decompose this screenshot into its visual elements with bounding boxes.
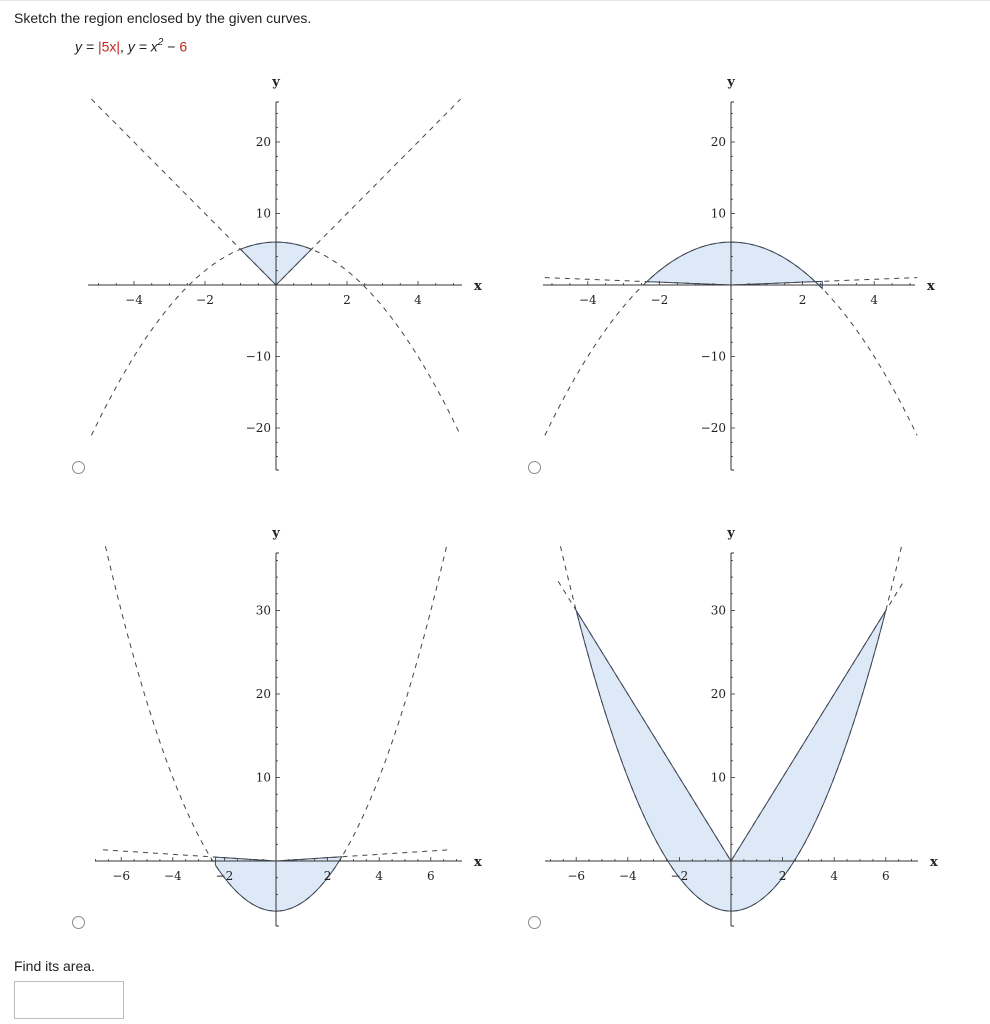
- y-tick-label: 10: [256, 207, 271, 221]
- curve-parabola: [90, 241, 462, 436]
- y-tick-label: −20: [246, 421, 271, 435]
- x-tick-label: 2: [799, 293, 807, 307]
- y-tick-label: 10: [711, 207, 726, 221]
- question-prompt: Sketch the region enclosed by the given …: [14, 10, 312, 26]
- curve-line: [544, 277, 918, 286]
- x-tick-label: −6: [567, 869, 585, 883]
- x-tick-label: −4: [579, 293, 597, 307]
- x-tick-label: 4: [414, 293, 422, 307]
- x-axis-label: x: [930, 855, 938, 870]
- eq-sep: ,: [120, 38, 128, 55]
- y-axis-label: y: [726, 75, 735, 90]
- y-tick-label: 30: [256, 604, 271, 618]
- y-axis-label: y: [271, 526, 280, 541]
- equation: y = |5x|, y = x2 − 6: [75, 37, 188, 55]
- shaded-region: [214, 856, 343, 912]
- top-divider: [0, 0, 990, 1]
- x-tick-label: 4: [375, 869, 383, 883]
- find-area-label: Find its area.: [14, 958, 95, 974]
- x-tick-label: −4: [164, 869, 182, 883]
- eq-y1-lhs: y =: [75, 38, 98, 55]
- x-tick-label: 6: [427, 869, 435, 883]
- x-tick-label: 2: [779, 869, 787, 883]
- y-tick-label: −10: [246, 350, 271, 364]
- eq-y2-lhs: y = x: [127, 38, 158, 55]
- eq-y2-minus: −: [163, 38, 180, 55]
- y-tick-label: 20: [711, 687, 726, 701]
- eq-y1-rhs: |5x|: [97, 38, 121, 55]
- x-tick-label: 4: [830, 869, 838, 883]
- x-tick-label: 2: [343, 293, 351, 307]
- curve-parabola: [544, 241, 918, 436]
- x-axis-label: x: [474, 279, 482, 294]
- curve-line: [91, 98, 461, 286]
- radio-option-d[interactable]: [528, 916, 541, 929]
- radio-option-a[interactable]: [72, 461, 85, 474]
- y-tick-label: 20: [711, 135, 726, 149]
- x-axis-label: x: [927, 279, 935, 294]
- x-tick-label: 2: [324, 869, 332, 883]
- area-answer-input[interactable]: [14, 981, 124, 1019]
- y-tick-label: −20: [701, 421, 726, 435]
- radio-option-c[interactable]: [72, 916, 85, 929]
- x-tick-label: −2: [196, 293, 214, 307]
- x-axis-label: x: [474, 855, 482, 870]
- x-tick-label: −2: [216, 869, 234, 883]
- curve-line: [103, 849, 449, 862]
- curve-parabola: [559, 546, 903, 912]
- x-tick-label: −4: [125, 293, 143, 307]
- y-axis-label: y: [726, 526, 735, 541]
- x-tick-label: 6: [882, 869, 890, 883]
- y-tick-label: 20: [256, 135, 271, 149]
- eq-y2-const: 6: [179, 38, 188, 55]
- eq-y2-exp: 2: [157, 37, 164, 48]
- y-axis-label: y: [271, 75, 280, 90]
- y-tick-label: 10: [256, 771, 271, 785]
- x-tick-label: 4: [870, 293, 878, 307]
- x-tick-label: −2: [671, 869, 689, 883]
- y-tick-label: 20: [256, 687, 271, 701]
- y-tick-label: 10: [711, 771, 726, 785]
- x-tick-label: −2: [651, 293, 669, 307]
- y-tick-label: 30: [711, 604, 726, 618]
- x-tick-label: −4: [619, 869, 637, 883]
- y-tick-label: −10: [701, 350, 726, 364]
- radio-option-b[interactable]: [528, 461, 541, 474]
- curve-parabola: [104, 546, 448, 912]
- x-tick-label: −6: [112, 869, 130, 883]
